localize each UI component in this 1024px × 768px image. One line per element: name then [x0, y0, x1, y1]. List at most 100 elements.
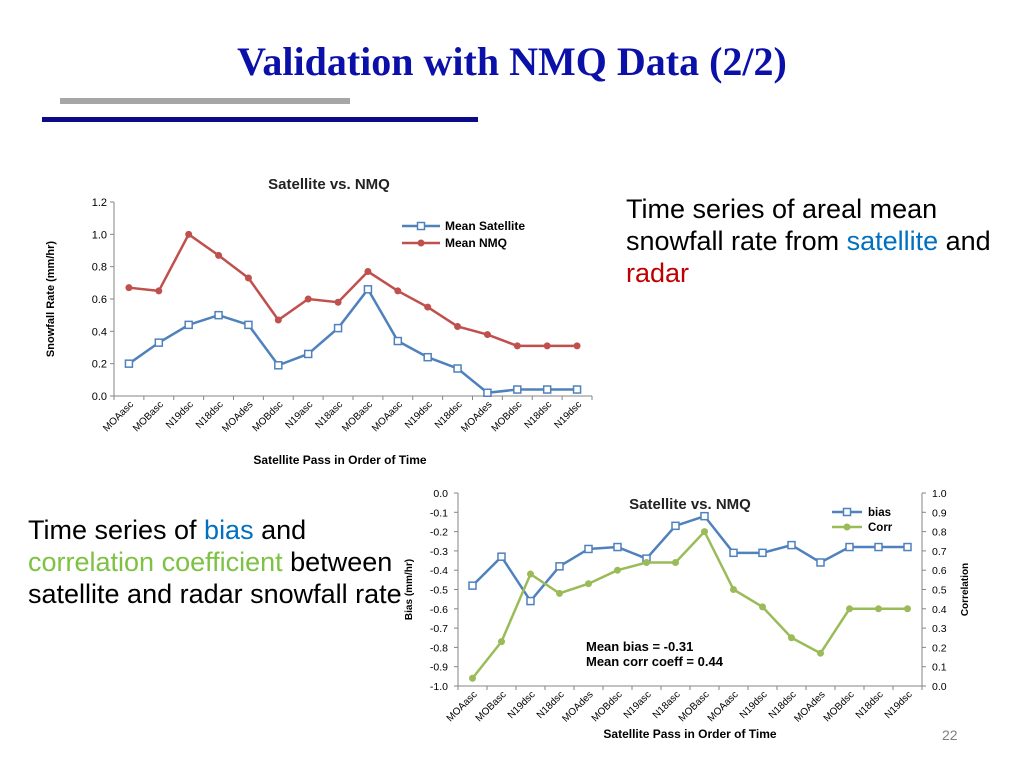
snowfall-rate-chart: 0.00.20.40.60.81.01.2MOAascMOBascN19dscN…	[45, 176, 593, 467]
x-tick-label: N19dsc	[738, 689, 770, 721]
data-point	[363, 285, 373, 294]
data-point	[274, 316, 282, 324]
y-tick-label-right: 0.5	[932, 585, 947, 597]
y-tick-label-left: -0.4	[430, 565, 448, 577]
caption-highlight-correlation: correlation coefficient	[28, 547, 283, 577]
y-tick-label-right: 0.1	[932, 662, 947, 674]
data-point	[513, 342, 521, 350]
y-tick-label-right: 0.4	[932, 604, 947, 616]
y-tick-label-right: 0.7	[932, 546, 947, 558]
data-point	[526, 596, 535, 606]
y-tick-label-right: 0.2	[932, 642, 947, 654]
y-tick-label-right: 0.6	[932, 565, 947, 577]
y-tick-label-left: -0.3	[430, 546, 448, 558]
caption-text: between satellite and radar snowfall rat…	[28, 547, 402, 609]
y-tick-label-right: 1.0	[932, 488, 947, 500]
data-point	[758, 548, 767, 558]
y-tick-label-left: 0.0	[433, 488, 448, 500]
x-tick-label: N18dsc	[854, 689, 886, 721]
title-underline-gray	[60, 98, 350, 104]
x-tick-label: MOAdes	[459, 399, 494, 434]
x-tick-label: MOBasc	[677, 689, 712, 724]
data-point	[304, 295, 312, 303]
x-tick-label: MOBasc	[131, 399, 166, 434]
data-point	[454, 322, 462, 330]
x-tick-label: MOBasc	[340, 399, 375, 434]
data-point	[875, 605, 882, 613]
x-tick-label: MOBdsc	[590, 689, 625, 724]
y-tick-label: 0.0	[92, 391, 107, 403]
data-point	[453, 364, 462, 373]
data-point	[185, 230, 193, 238]
data-point	[573, 342, 581, 350]
data-point	[730, 586, 737, 593]
y-tick-label-right: 0.8	[932, 527, 947, 539]
legend-label: bias	[868, 507, 891, 519]
data-point	[584, 544, 593, 554]
x-tick-label: MOAdes	[220, 399, 255, 434]
data-point	[788, 634, 795, 642]
data-point	[787, 540, 796, 550]
legend-marker	[843, 523, 851, 531]
data-point	[904, 605, 911, 613]
x-tick-label: MOBdsc	[251, 399, 286, 434]
data-point	[483, 388, 492, 398]
top-chart-caption: Time series of areal mean snowfall rate …	[626, 193, 1016, 289]
data-point	[497, 552, 506, 561]
data-point	[817, 649, 824, 657]
data-point	[303, 349, 313, 359]
x-axis-title: Satellite Pass in Order of Time	[603, 727, 777, 741]
series-line-bias	[471, 514, 908, 604]
y-tick-label-left: -1.0	[430, 681, 448, 693]
x-tick-label: N19dsc	[403, 399, 435, 431]
y-axis-title-right: Correlation	[960, 563, 971, 616]
y-tick-label-left: -0.7	[430, 623, 448, 635]
caption-text: and	[253, 515, 307, 545]
y-tick-label-right: 0.0	[932, 681, 947, 693]
data-point	[498, 638, 505, 646]
bias-correlation-chart: -1.0 -0.9 -0.8 -0.7 -0.6 -0.5 -0.4 -0.3 -0.2 -0.1…	[404, 488, 971, 741]
caption-text: Time series of	[28, 515, 205, 545]
chart-title: Satellite vs. NMQ	[629, 496, 751, 513]
y-tick-label-right: 0.9	[932, 507, 947, 519]
data-point	[701, 528, 708, 536]
series-line-nmq	[128, 232, 578, 348]
y-tick-label-left: -0.2	[430, 527, 448, 539]
x-tick-label: N19asc	[284, 399, 316, 431]
chart-title: Satellite vs. NMQ	[268, 176, 390, 193]
y-tick-label: 0.2	[92, 359, 107, 371]
data-point	[244, 274, 252, 282]
data-point	[394, 287, 402, 295]
data-point	[845, 542, 854, 552]
x-tick-label: MOBdsc	[490, 399, 525, 434]
legend-marker	[416, 221, 426, 231]
y-tick-label: 1.2	[92, 197, 107, 209]
data-point	[816, 558, 825, 567]
x-tick-label: N19dsc	[506, 689, 538, 721]
caption-highlight-bias: bias	[204, 515, 254, 545]
data-point	[124, 359, 134, 368]
data-point	[543, 342, 551, 350]
x-tick-label: MOAasc	[101, 399, 136, 434]
data-point	[759, 603, 766, 611]
caption-text: and	[938, 226, 991, 256]
data-point	[334, 298, 342, 306]
y-tick-label-left: -0.5	[430, 585, 448, 597]
data-point	[154, 338, 164, 347]
data-point	[672, 558, 679, 566]
data-point	[125, 284, 133, 292]
data-point	[874, 542, 883, 552]
data-point	[364, 268, 372, 276]
data-point	[513, 385, 522, 394]
y-tick-label: 0.8	[92, 262, 107, 274]
data-point	[572, 385, 582, 394]
data-point	[274, 361, 283, 370]
data-point	[244, 320, 253, 330]
y-axis-title: Snowfall Rate (mm/hr)	[45, 241, 57, 357]
y-tick-label: 1.0	[92, 229, 107, 241]
series-line-corr	[471, 529, 908, 680]
data-point	[542, 385, 552, 394]
title-underline-blue	[42, 117, 478, 122]
data-point	[469, 674, 476, 682]
x-tick-label: N18dsc	[523, 399, 555, 431]
